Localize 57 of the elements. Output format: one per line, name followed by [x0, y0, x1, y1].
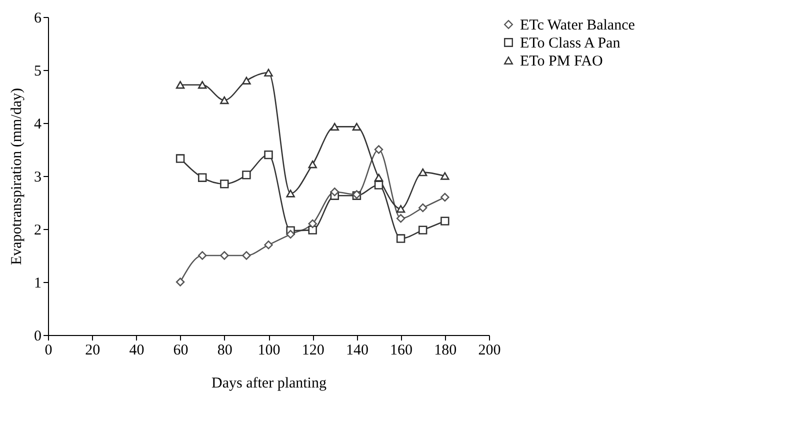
point [198, 80, 207, 89]
point [264, 150, 273, 160]
point [220, 180, 229, 188]
point [418, 168, 428, 176]
point [418, 226, 428, 234]
y-tick-label: 6 [34, 10, 42, 26]
x-tick-label: 40 [129, 342, 144, 358]
y-axis-title: Evapotranspiration (mm/day) [9, 88, 25, 266]
x-tick-label: 200 [478, 342, 501, 358]
point [440, 172, 450, 180]
point [176, 154, 185, 163]
x-axis-title: Days after planting [212, 376, 327, 392]
x-tick-label: 140 [346, 342, 368, 358]
point [242, 76, 251, 84]
point [396, 214, 406, 223]
point [286, 230, 295, 239]
point [286, 190, 295, 198]
point [374, 145, 384, 154]
x-tick-label: 60 [173, 342, 188, 358]
point [176, 80, 185, 89]
x-tick-label: 0 [44, 342, 52, 358]
point [352, 122, 362, 131]
point [440, 216, 450, 226]
point [440, 192, 450, 202]
y-tick-label: 1 [34, 276, 42, 292]
point [220, 251, 229, 260]
point [308, 226, 317, 234]
x-tick-label: 80 [217, 342, 232, 358]
point [242, 251, 251, 260]
x-tick-label: 20 [85, 342, 100, 358]
point [418, 203, 428, 212]
point [264, 240, 273, 250]
point [308, 160, 317, 168]
point [330, 188, 340, 196]
point [198, 251, 207, 260]
point [198, 173, 207, 182]
point [242, 170, 251, 180]
point [308, 219, 317, 228]
point [220, 96, 229, 104]
y-tick-label: 5 [34, 64, 42, 80]
legend-label: ETo PM FAO [520, 54, 604, 70]
legend-label: ETc Water Balance [520, 18, 636, 34]
y-tick-label: 0 [34, 328, 42, 344]
x-tick-label: 120 [302, 342, 324, 358]
x-tick-label: 160 [390, 342, 413, 358]
point [264, 68, 273, 77]
y-tick-label: 3 [34, 170, 42, 186]
point [396, 234, 406, 243]
point [374, 180, 384, 190]
point [396, 205, 406, 213]
x-tick-label: 100 [258, 342, 280, 358]
point [330, 122, 340, 131]
legend-label: ETo Class A Pan [520, 36, 621, 52]
y-tick-label: 4 [34, 116, 42, 132]
point [176, 278, 185, 286]
x-tick-label: 180 [434, 342, 457, 358]
y-tick-label: 2 [34, 222, 42, 238]
